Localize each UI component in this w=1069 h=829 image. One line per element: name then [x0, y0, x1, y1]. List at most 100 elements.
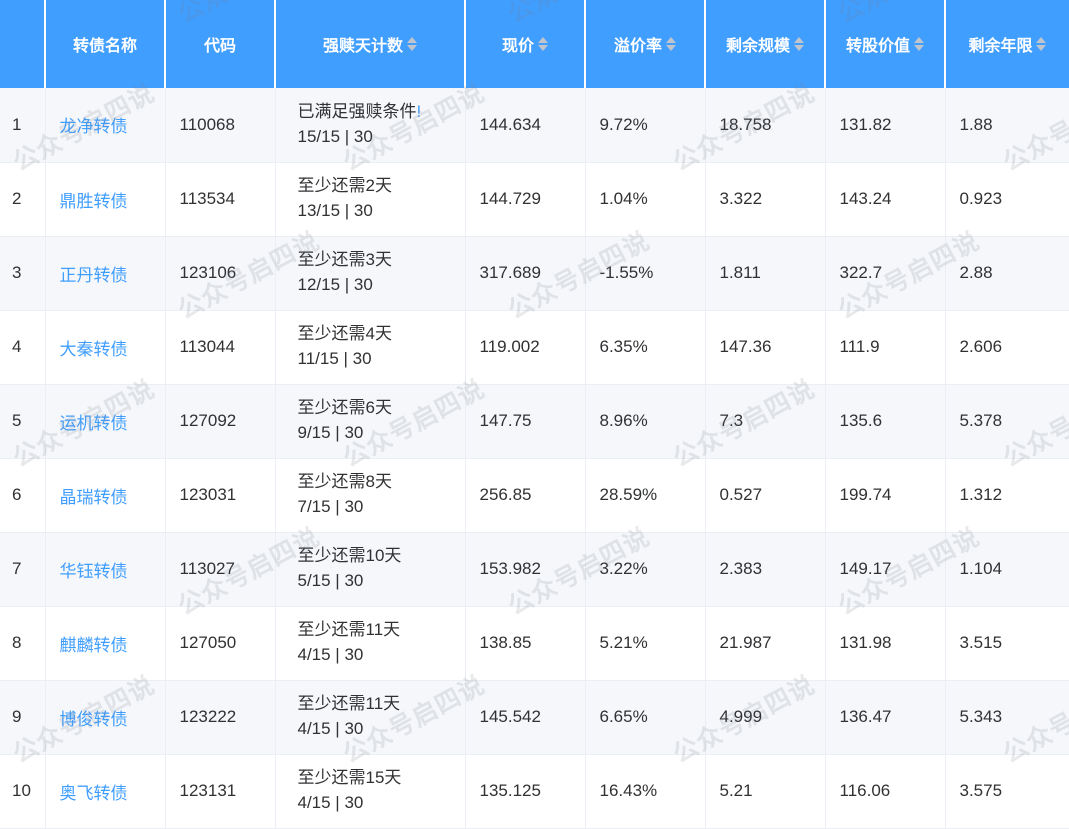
remaining-years: 5.378 [945, 384, 1069, 459]
column-header-scale[interactable]: 剩余规模 [705, 0, 826, 88]
row-index: 9 [0, 680, 46, 755]
column-header-inner: 剩余规模 [726, 32, 804, 56]
column-header-count[interactable]: 强赎天计数 [275, 0, 466, 88]
bond-name-link[interactable]: 晶瑞转债 [59, 487, 128, 507]
remaining-years: 3.575 [945, 754, 1069, 829]
conversion-value: 131.82 [825, 88, 946, 163]
caret-up-icon[interactable] [406, 37, 417, 43]
column-header-inner: 强赎天计数 [323, 32, 417, 56]
redemption-status-text: 至少还需11天 [298, 692, 451, 717]
current-price: 135.125 [465, 754, 586, 829]
bond-name-link[interactable]: 运机转债 [59, 413, 128, 433]
caret-down-icon[interactable] [537, 45, 548, 51]
bond-name-link[interactable]: 博俊转债 [59, 709, 128, 729]
bond-name-cell[interactable]: 晶瑞转债 [45, 458, 166, 533]
redemption-status-label: 至少还需15天 [297, 768, 402, 788]
redemption-status-text: 至少还需3天 [298, 248, 451, 273]
remaining-scale: 5.21 [705, 754, 826, 829]
redemption-status-text: 至少还需6天 [298, 396, 451, 421]
bond-name-cell[interactable]: 龙净转债 [45, 88, 166, 163]
redemption-status-text: 至少还需10天 [298, 544, 451, 569]
table-row[interactable]: 3 正丹转债 123106 至少还需3天 12/15 | 30 317.689 -1.55%… [0, 236, 1069, 311]
bond-name-cell[interactable]: 鼎胜转债 [45, 162, 166, 237]
redemption-day-count: 至少还需11天 4/15 | 30 [275, 606, 466, 681]
bond-name-cell[interactable]: 大秦转债 [45, 310, 166, 385]
bond-code: 113534 [165, 162, 276, 237]
remaining-scale: 4.999 [705, 680, 826, 755]
caret-down-icon[interactable] [406, 45, 417, 51]
premium-rate: 1.04% [585, 162, 706, 237]
caret-down-icon[interactable] [793, 45, 804, 51]
redemption-status-text: 至少还需8天 [298, 470, 451, 495]
bond-code: 123031 [165, 458, 276, 533]
sort-arrows-icon[interactable] [913, 34, 924, 54]
redemption-progress-text: 7/15 | 30 [297, 497, 364, 516]
table-header: 转债名称 代码 强赎天计数 现价 溢价率 剩余规模 转股价值 剩余年限 [0, 0, 1069, 88]
bond-name-link[interactable]: 麒麟转债 [59, 635, 128, 655]
bond-code: 123106 [165, 236, 276, 311]
row-index: 7 [0, 532, 46, 607]
bond-name-link[interactable]: 大秦转债 [59, 339, 128, 359]
bond-name-link[interactable]: 奥飞转债 [59, 783, 128, 803]
column-header-premium[interactable]: 溢价率 [585, 0, 706, 88]
remaining-years: 5.343 [945, 680, 1069, 755]
bond-name-link[interactable]: 正丹转债 [59, 265, 128, 285]
caret-up-icon[interactable] [537, 37, 548, 43]
redemption-status-label: 已满足强赎条件 [297, 102, 417, 122]
bond-name-link[interactable]: 鼎胜转债 [59, 191, 128, 211]
caret-up-icon[interactable] [793, 37, 804, 43]
redemption-status-label: 至少还需2天 [297, 176, 392, 196]
caret-up-icon[interactable] [1036, 37, 1046, 43]
column-header-name: 转债名称 [45, 0, 166, 88]
table-row[interactable]: 1 龙净转债 110068 已满足强赎条件! 15/15 | 30 144.634 9.72… [0, 88, 1069, 163]
column-header-convval[interactable]: 转股价值 [825, 0, 946, 88]
redemption-day-count: 至少还需4天 11/15 | 30 [275, 310, 466, 385]
table-row[interactable]: 5 运机转债 127092 至少还需6天 9/15 | 30 147.75 8.96% 7.3… [0, 384, 1069, 459]
sort-arrows-icon[interactable] [406, 34, 417, 54]
remaining-years: 0.923 [945, 162, 1069, 237]
bond-code: 113044 [165, 310, 276, 385]
sort-arrows-icon[interactable] [793, 34, 804, 54]
caret-up-icon[interactable] [665, 37, 676, 43]
table-row[interactable]: 7 华钰转债 113027 至少还需10天 5/15 | 30 153.982 3.22% 2… [0, 532, 1069, 607]
current-price: 119.002 [465, 310, 586, 385]
bond-name-cell[interactable]: 奥飞转债 [45, 754, 166, 829]
table-row[interactable]: 6 晶瑞转债 123031 至少还需8天 7/15 | 30 256.85 28.59% 0.… [0, 458, 1069, 533]
conversion-value: 131.98 [825, 606, 946, 681]
table-row[interactable]: 2 鼎胜转债 113534 至少还需2天 13/15 | 30 144.729 1.04% 3… [0, 162, 1069, 237]
caret-down-icon[interactable] [913, 45, 924, 51]
table-row[interactable]: 10 奥飞转债 123131 至少还需15天 4/15 | 30 135.125 16.43… [0, 754, 1069, 829]
table-row[interactable]: 9 博俊转债 123222 至少还需11天 4/15 | 30 145.542 6.65% 4… [0, 680, 1069, 755]
sort-arrows-icon[interactable] [665, 34, 676, 54]
column-header-years[interactable]: 剩余年限 [945, 0, 1069, 88]
conversion-value: 149.17 [825, 532, 946, 607]
bond-name-link[interactable]: 华钰转债 [59, 561, 128, 581]
redemption-status-label: 至少还需4天 [297, 324, 392, 344]
remaining-years: 2.606 [945, 310, 1069, 385]
redemption-day-count: 至少还需3天 12/15 | 30 [275, 236, 466, 311]
bond-name-cell[interactable]: 麒麟转债 [45, 606, 166, 681]
column-header-label: 剩余年限 [968, 38, 1033, 55]
redemption-status-label: 至少还需8天 [297, 472, 392, 492]
redemption-day-count: 至少还需8天 7/15 | 30 [275, 458, 466, 533]
premium-rate: 16.43% [585, 754, 706, 829]
remaining-years: 2.88 [945, 236, 1069, 311]
caret-up-icon[interactable] [913, 37, 924, 43]
bond-name-cell[interactable]: 博俊转债 [45, 680, 166, 755]
conversion-value: 136.47 [825, 680, 946, 755]
bond-name-cell[interactable]: 运机转债 [45, 384, 166, 459]
caret-down-icon[interactable] [1036, 45, 1046, 51]
sort-arrows-icon[interactable] [1036, 34, 1047, 54]
redemption-progress-text: 12/15 | 30 [297, 275, 373, 294]
sort-arrows-icon[interactable] [537, 34, 548, 54]
column-header-price[interactable]: 现价 [465, 0, 586, 88]
bond-name-cell[interactable]: 正丹转债 [45, 236, 166, 311]
row-index: 8 [0, 606, 46, 681]
caret-down-icon[interactable] [665, 45, 676, 51]
redemption-progress-text: 11/15 | 30 [297, 349, 372, 368]
premium-rate: -1.55% [585, 236, 706, 311]
table-row[interactable]: 4 大秦转债 113044 至少还需4天 11/15 | 30 119.002 6.35% 1… [0, 310, 1069, 385]
bond-name-cell[interactable]: 华钰转债 [45, 532, 166, 607]
bond-name-link[interactable]: 龙净转债 [59, 117, 128, 137]
table-row[interactable]: 8 麒麟转债 127050 至少还需11天 4/15 | 30 138.85 5.21% 21… [0, 606, 1069, 681]
